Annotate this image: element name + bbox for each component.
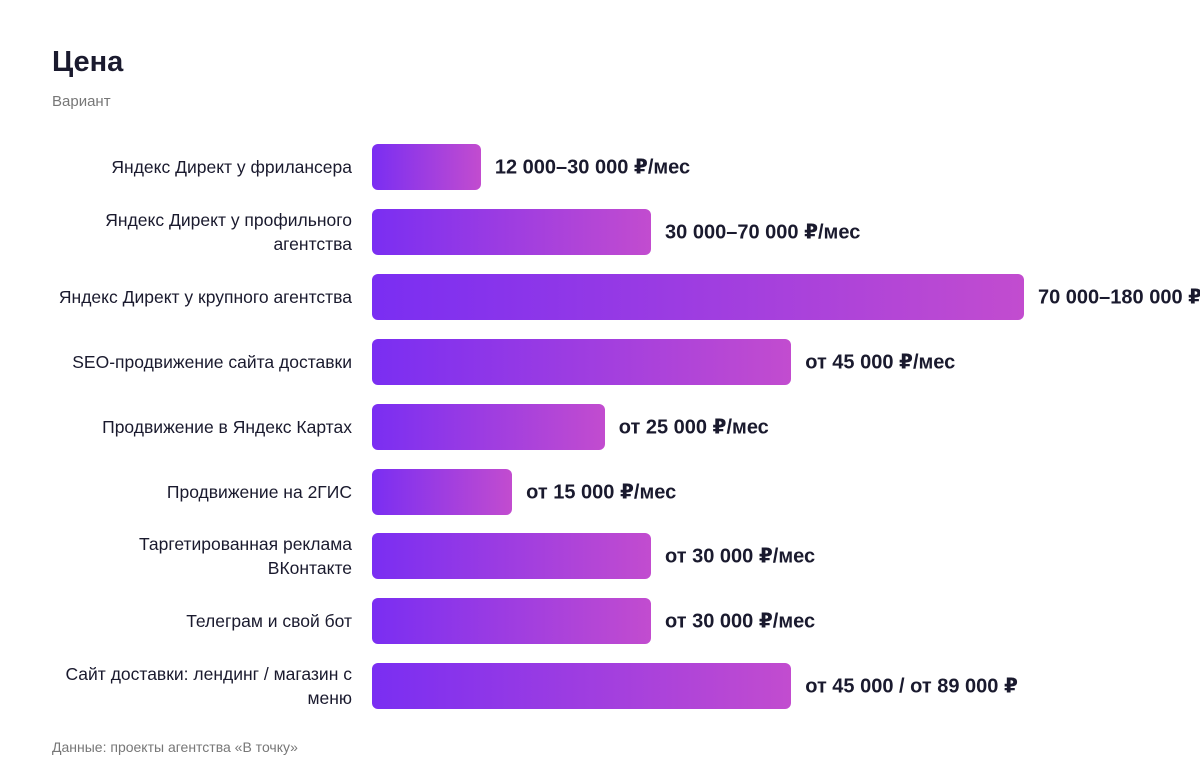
category-label: Продвижение в Яндекс Картах (102, 416, 352, 437)
category-label: Яндекс Директ у крупного агентства (58, 286, 352, 307)
bar-label: 70 000–180 000 ₽/мес (1038, 286, 1200, 309)
bar (372, 468, 513, 515)
chart-title: Цена (52, 46, 124, 78)
category-label: Яндекс Директ у фрилансера (111, 157, 352, 177)
bar (372, 144, 481, 190)
source-note: Данные: проекты агентства «В точку» (52, 739, 298, 755)
bar-label: от 30 000 ₽/мес (665, 545, 816, 568)
category-label: Телеграм и свой бот (186, 611, 352, 632)
bar-label: 12 000–30 000 ₽/мес (494, 156, 691, 179)
category-label: Таргетированная реклама ВКонтакте (138, 534, 352, 579)
category-label: Продвижение на 2ГИС (166, 481, 352, 502)
bar-label: 30 000–70 000 ₽/мес (665, 221, 861, 244)
bar-label: от 25 000 ₽/мес (618, 416, 769, 439)
bar (372, 403, 605, 450)
bar-label: от 45 000 / от 89 000 ₽ (805, 675, 1018, 698)
bar (372, 273, 1024, 320)
bar-label: от 30 000 ₽/мес (665, 610, 816, 633)
category-label: SEO-продвижение сайта доставки (72, 351, 352, 372)
category-label: Сайт доставки: лендинг / магазин с меню (65, 664, 352, 709)
bar (372, 663, 792, 710)
bar (372, 598, 652, 645)
bar-label: от 45 000 ₽/мес (805, 351, 956, 374)
category-label: Яндекс Директ у профильного агентства (105, 209, 352, 254)
bar (372, 533, 652, 580)
bar (372, 208, 652, 255)
chart-subtitle: Вариант (52, 93, 111, 110)
bar (372, 338, 792, 385)
bar-label: от 15 000 ₽/мес (526, 481, 677, 503)
